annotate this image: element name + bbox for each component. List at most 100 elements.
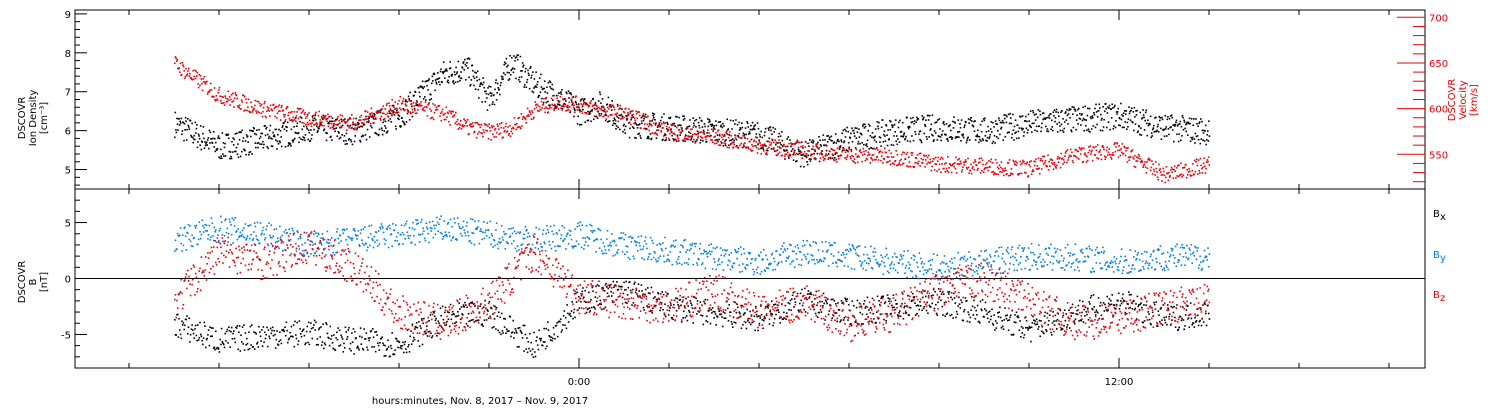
density-series-point: [318, 127, 320, 130]
velocity-series-point: [644, 123, 646, 125]
density-series-point: [1129, 110, 1131, 113]
density-series-point: [773, 131, 775, 133]
density-series-point: [453, 82, 455, 85]
bx-series-point: [302, 328, 305, 331]
bx-series-point: [1026, 327, 1029, 329]
density-series-point: [726, 118, 728, 121]
bx-series-point: [724, 317, 727, 319]
density-series-point: [715, 120, 717, 122]
velocity-series-point: [741, 146, 744, 149]
velocity-series-point: [500, 126, 502, 129]
velocity-series-point: [405, 104, 408, 107]
density-series-point: [816, 152, 819, 155]
bx-series-point: [971, 296, 973, 298]
bx-series-point: [201, 339, 203, 342]
velocity-series-point: [764, 153, 767, 155]
velocity-series-point: [759, 144, 762, 147]
velocity-series-point: [551, 103, 553, 106]
velocity-series-point: [537, 104, 540, 107]
velocity-series-point: [919, 152, 922, 155]
velocity-series-point: [1066, 149, 1069, 151]
bx-series-point: [680, 304, 682, 307]
density-series-point: [651, 120, 653, 122]
density-series-point: [1060, 123, 1063, 126]
bx-series-point: [797, 309, 800, 311]
density-series-point: [373, 112, 375, 115]
velocity-series-point: [999, 171, 1001, 173]
density-series-point: [1078, 117, 1081, 120]
bx-series-point: [1027, 329, 1029, 331]
bx-series-point: [370, 329, 373, 332]
density-series-point: [873, 139, 876, 142]
velocity-series-point: [650, 125, 653, 127]
density-series-point: [1050, 128, 1052, 131]
bx-series-point: [369, 330, 372, 333]
velocity-series-point: [396, 108, 398, 111]
velocity-series-point: [882, 162, 884, 164]
density-series-point: [845, 149, 848, 151]
density-series-point: [176, 123, 179, 125]
density-series-point: [804, 140, 807, 143]
velocity-series-point: [553, 103, 556, 106]
bx-series-point: [958, 303, 961, 305]
density-series-point: [215, 141, 217, 144]
density-series-point: [380, 127, 383, 129]
velocity-series-point: [424, 109, 426, 112]
density-series-point: [353, 140, 356, 143]
density-series-point: [479, 85, 481, 87]
density-series-point: [253, 132, 256, 135]
density-series-point: [860, 133, 863, 136]
velocity-series-point: [1029, 165, 1032, 168]
density-series-point: [1086, 114, 1089, 117]
velocity-series-point: [310, 125, 313, 128]
bx-series-point: [566, 304, 568, 306]
bx-series-point: [649, 310, 652, 312]
velocity-series-point: [751, 143, 753, 146]
velocity-series-point: [258, 111, 260, 114]
density-series-point: [584, 102, 587, 104]
velocity-series-point: [804, 146, 807, 148]
density-series-point: [556, 103, 559, 105]
density-series-point: [1012, 129, 1015, 131]
bx-series-point: [181, 320, 183, 323]
velocity-series-point: [1013, 160, 1015, 163]
density-series-point: [518, 76, 521, 79]
density-series-point: [300, 117, 303, 119]
density-series-point: [489, 92, 491, 94]
density-series-point: [721, 126, 724, 129]
density-series-point: [561, 89, 563, 91]
bx-series-point: [556, 322, 558, 324]
density-series-point: [275, 139, 277, 141]
density-series-point: [581, 105, 584, 108]
density-series-point: [431, 82, 433, 85]
density-series-point: [733, 139, 735, 142]
velocity-series-point: [606, 106, 609, 109]
bx-series-point: [955, 316, 957, 319]
density-series-point: [1160, 138, 1163, 140]
density-series-point: [386, 130, 389, 132]
density-series-point: [491, 103, 494, 105]
bx-series-point: [386, 348, 388, 350]
bx-series-point: [482, 325, 484, 327]
bx-series-point: [427, 331, 429, 333]
bx-series-point: [1068, 309, 1070, 311]
bx-series-point: [730, 321, 733, 323]
density-series-point: [538, 94, 541, 97]
velocity-series-point: [1098, 151, 1101, 153]
density-series-point: [557, 92, 560, 94]
velocity-series-point: [1151, 160, 1153, 162]
bx-series-point: [289, 331, 291, 334]
density-series-point: [522, 66, 524, 68]
bx-series-point: [477, 319, 480, 321]
velocity-series-point: [1078, 146, 1081, 149]
bx-series-point: [217, 346, 219, 349]
velocity-series-point: [1095, 145, 1097, 148]
bx-series-point: [1028, 325, 1031, 328]
density-series-point: [359, 141, 362, 143]
density-series-point: [495, 99, 498, 101]
velocity-series-point: [277, 105, 279, 108]
velocity-series-point: [910, 152, 913, 154]
density-series-point: [799, 150, 801, 152]
bx-series-point: [709, 322, 712, 325]
density-series-point: [1206, 134, 1209, 136]
